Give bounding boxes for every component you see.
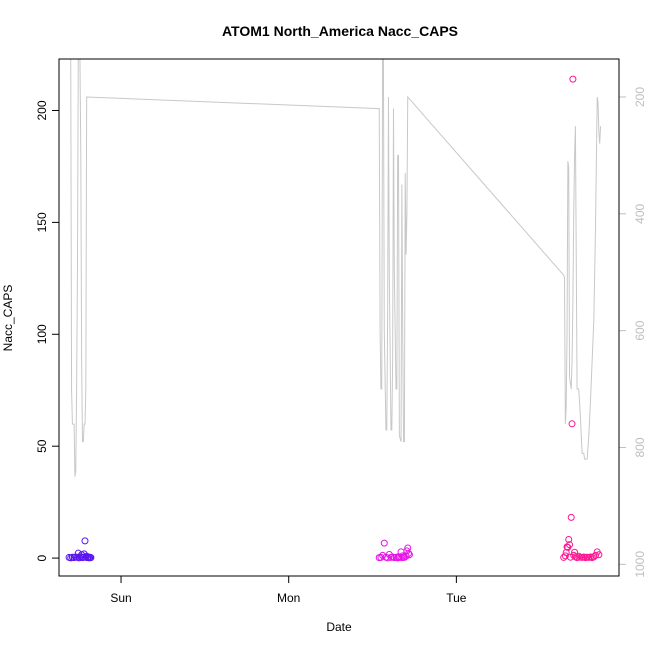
scatter-point (377, 553, 385, 561)
scatter-point (566, 553, 574, 561)
right-y-tick-label: 1000 (633, 551, 647, 578)
chart-title: ATOM1 North_America Nacc_CAPS (222, 23, 458, 39)
right-y-tick-label: 800 (633, 437, 647, 457)
scatter-point (573, 554, 581, 562)
scatter-point (405, 551, 413, 559)
right-y-tick-label: 400 (633, 203, 647, 223)
scatter-point (399, 552, 407, 560)
x-axis: Sun Mon Tue (110, 576, 467, 605)
plot-frame (58, 58, 620, 577)
scatter-point (384, 554, 392, 562)
scatter-point (87, 554, 95, 562)
x-tick-label: Mon (277, 591, 300, 605)
x-axis-label: Date (326, 620, 352, 634)
scatter-point (566, 541, 574, 549)
right-y-tick-label: 200 (633, 87, 647, 107)
scatter-point (404, 544, 412, 552)
scatter-point (380, 539, 388, 547)
y-axis: 0 50 100 150 200 (35, 100, 59, 561)
scatter-point (592, 551, 600, 559)
right-y-axis: 200 400 600 800 1000 (619, 87, 647, 578)
y-tick-label: 150 (35, 212, 49, 232)
y-tick-label: 50 (35, 439, 49, 453)
line-series (70, 59, 602, 477)
y-tick-label: 0 (35, 554, 49, 561)
scatter-point (405, 549, 413, 557)
scatter-point (561, 552, 569, 560)
x-tick-label: Sun (110, 591, 131, 605)
plot-area (65, 59, 603, 562)
x-tick-label: Tue (446, 591, 467, 605)
scatter-point (568, 420, 576, 428)
scatter-point (565, 536, 573, 544)
scatter-point (81, 537, 89, 545)
y-tick-label: 200 (35, 100, 49, 120)
scatter-point (595, 551, 603, 559)
y-tick-label: 100 (35, 324, 49, 344)
right-y-tick-label: 600 (633, 320, 647, 340)
scatter-point (567, 513, 575, 521)
scatter-point (569, 75, 577, 83)
y-axis-label: Nacc_CAPS (1, 285, 15, 352)
